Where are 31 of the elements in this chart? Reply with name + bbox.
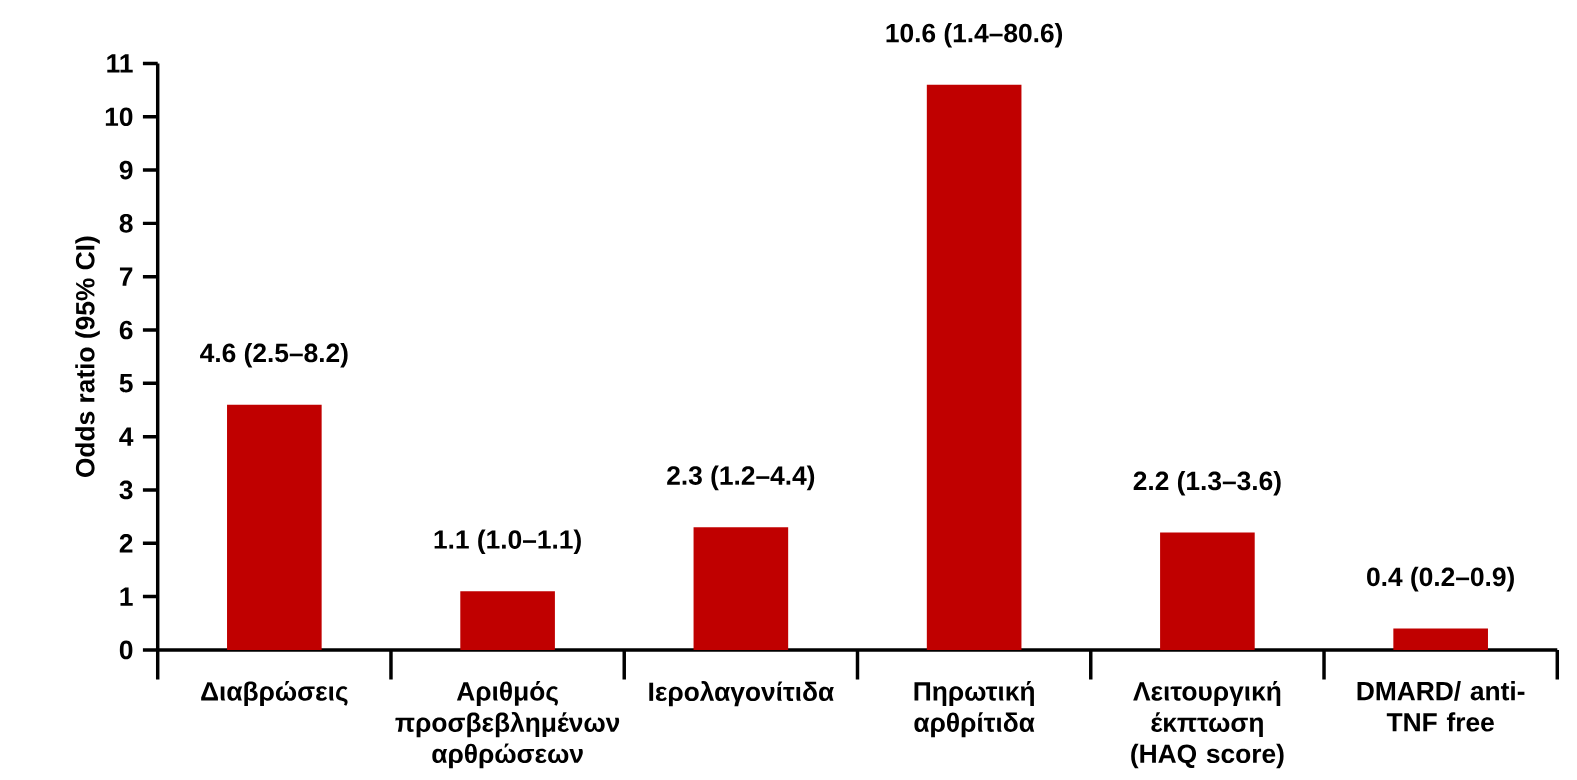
y-tick-label: 5 [119, 374, 133, 393]
y-axis-title: Odds ratio (95% CI) [75, 236, 100, 478]
data-label: 1.1 (1.0–1.1) [434, 529, 581, 555]
bar [460, 591, 555, 650]
y-tick-label: 7 [119, 267, 133, 286]
bar [227, 404, 322, 650]
y-tick-label: 0 [119, 640, 133, 660]
x-tick-label: Διαβρώσεις [201, 681, 348, 706]
bar [1393, 628, 1488, 650]
data-label: 2.3 (1.2–4.4) [667, 465, 815, 491]
data-label: 0.4 (0.2–0.9) [1367, 566, 1514, 592]
y-tick-label: 1 [120, 587, 133, 606]
y-tick-label: 3 [119, 480, 133, 500]
y-tick-label: 10 [105, 107, 133, 127]
x-tick-label: DMARD/ anti-TNF free [1357, 681, 1525, 732]
y-tick-label: 11 [107, 54, 133, 73]
x-tick-label: Αριθμός προσβεβλημένων αρθρώσεων [395, 681, 620, 769]
y-tick-label: 2 [119, 534, 133, 553]
y-tick-label: 4 [119, 427, 134, 446]
bar [1160, 532, 1255, 650]
y-tick-label: 9 [119, 160, 133, 180]
x-tick-label: Ιερολαγονίτιδα [649, 681, 834, 707]
data-label: 2.2 (1.3–3.6) [1133, 470, 1281, 496]
y-tick-label: 8 [119, 214, 133, 233]
x-tick-label: Λειτουργική έκπτωση (HAQ score) [1131, 681, 1284, 769]
y-tick-label: 6 [119, 320, 133, 340]
data-label: 10.6 (1.4–80.6) [886, 23, 1063, 48]
bar [926, 84, 1022, 650]
data-label: 4.6 (2.5–8.2) [200, 342, 348, 368]
x-tick-label: Πηρωτική αρθρίτιδα [914, 681, 1035, 738]
bar [693, 527, 789, 650]
